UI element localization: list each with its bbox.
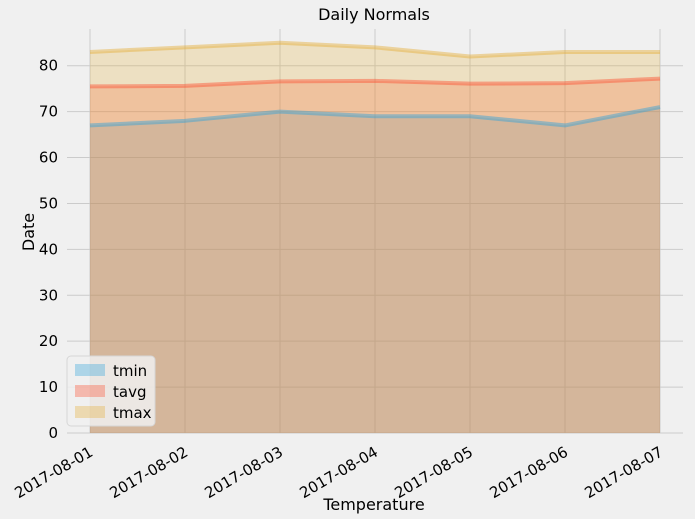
y-tick-labels: 0 10 20 30 40 50 60 70 80 (39, 57, 58, 442)
y-tick-label: 20 (39, 332, 58, 350)
legend-label-tavg: tavg (113, 383, 146, 401)
y-tick-label: 0 (48, 424, 58, 442)
y-tick-label: 60 (39, 149, 58, 167)
x-axis-title: Temperature (322, 495, 424, 514)
legend-label-tmax: tmax (113, 404, 152, 422)
y-tick-label: 70 (39, 103, 58, 121)
y-tick-label: 30 (39, 286, 58, 304)
area-tavg (90, 78, 660, 433)
plot-lines (89, 40, 661, 128)
chart-title: Daily Normals (318, 5, 430, 24)
plot-areas (90, 42, 660, 433)
legend-swatch-tavg (75, 385, 105, 397)
y-tick-label: 80 (39, 57, 58, 75)
area-tmax (90, 42, 660, 433)
legend-swatch-tmax (75, 406, 105, 418)
y-tick-label: 10 (39, 378, 58, 396)
legend-box (66, 355, 156, 427)
y-tick-label: 40 (39, 240, 58, 258)
legend-swatch-tmin (75, 364, 105, 376)
line-tmax (89, 40, 660, 59)
grid (67, 29, 683, 434)
legend-label-tmin: tmin (113, 362, 147, 380)
y-tick-label: 50 (39, 194, 58, 212)
y-axis-title: Date (19, 213, 38, 251)
line-tavg (89, 76, 661, 89)
legend: tmin tavg tmax (66, 355, 156, 427)
area-tmin (90, 107, 660, 433)
line-tmin (89, 105, 661, 128)
